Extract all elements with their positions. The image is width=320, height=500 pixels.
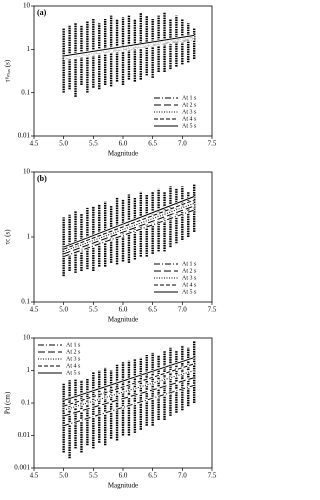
legend-label: At 5 s [66, 370, 81, 376]
y-tick-label: 1 [27, 45, 31, 53]
x-tick-label: 5.0 [59, 472, 68, 480]
regression-line [63, 377, 195, 417]
y-tick-label: 10 [23, 2, 31, 10]
x-axis-label: Magnitude [108, 482, 138, 490]
x-tick-label: 5.0 [59, 140, 68, 148]
x-tick-label: 7.0 [178, 472, 187, 480]
x-tick-label: 6.0 [119, 472, 128, 480]
x-tick-label: 6.5 [148, 140, 157, 148]
y-axis-label: τc (s) [4, 229, 12, 245]
y-tick-label: 10 [23, 334, 31, 342]
y-tick-label: 0.1 [21, 298, 30, 306]
y-tick-label: 0.1 [21, 88, 30, 96]
x-axis-label: Magnitude [108, 316, 138, 324]
y-tick-label: 0.1 [21, 399, 30, 407]
x-tick-label: 6.0 [119, 306, 128, 314]
panel: 4.5 5.0 5.5 6.0 6.5 7.0 7.5 0.001 0.01 0.1 1 10 Magn… [4, 334, 217, 490]
y-axis-label: Pd (cm) [4, 391, 12, 414]
y-tick-label: 0.01 [18, 431, 31, 439]
legend-label: At 3 s [182, 109, 197, 115]
x-tick-label: 7.0 [178, 306, 187, 314]
regression-line [63, 34, 195, 57]
panel: 4.5 5.0 5.5 6.0 6.5 7.0 7.5 0.01 0.1 1 10 Magnitude… [4, 2, 217, 158]
x-tick-label: 6.5 [148, 306, 157, 314]
legend-label: At 1 s [66, 342, 81, 348]
panel-label: (b) [37, 174, 47, 183]
legend-label: At 4 s [182, 116, 197, 122]
legend-label: At 4 s [66, 363, 81, 369]
x-tick-label: 5.0 [59, 306, 68, 314]
legend-label: At 2 s [182, 268, 197, 274]
regression-line [63, 370, 195, 411]
x-tick-label: 4.5 [30, 306, 39, 314]
x-axis-label: Magnitude [108, 150, 138, 158]
x-tick-label: 5.5 [89, 140, 98, 148]
x-tick-label: 7.5 [208, 306, 217, 314]
regression-line [63, 199, 195, 250]
x-tick-label: 4.5 [30, 472, 39, 480]
legend-label: At 2 s [66, 349, 81, 355]
legend-label: At 1 s [182, 261, 197, 267]
regression-line [63, 384, 195, 427]
panel-label: (a) [37, 8, 47, 17]
regression-line [63, 205, 195, 255]
x-tick-label: 6.5 [148, 472, 157, 480]
y-tick-label: 0.001 [14, 464, 30, 472]
legend-label: At 2 s [182, 102, 197, 108]
x-tick-label: 7.0 [178, 140, 187, 148]
x-tick-label: 4.5 [30, 140, 39, 148]
y-tick-label: 10 [23, 168, 31, 176]
legend-label: At 5 s [182, 123, 197, 129]
x-tick-label: 5.5 [89, 472, 98, 480]
legend-label: At 3 s [66, 356, 81, 362]
regression-line [63, 202, 195, 252]
x-tick-label: 7.5 [208, 472, 217, 480]
figure: 4.5 5.0 5.5 6.0 6.5 7.0 7.5 0.01 0.1 1 10 Magnitude… [4, 2, 217, 490]
y-tick-label: 1 [27, 366, 31, 374]
legend-label: At 3 s [182, 275, 197, 281]
x-tick-label: 6.0 [119, 140, 128, 148]
y-tick-label: 1 [27, 233, 31, 241]
y-tick-label: 0.01 [18, 132, 31, 140]
panel: 4.5 5.0 5.5 6.0 6.5 7.0 7.5 0.1 1 10 Magnitude τc (… [4, 168, 217, 324]
regression-line [63, 196, 195, 248]
x-tick-label: 7.5 [208, 140, 217, 148]
regression-line [63, 209, 195, 258]
legend-label: At 1 s [182, 95, 197, 101]
legend-label: At 4 s [182, 282, 197, 288]
regression-line [63, 357, 195, 401]
regression-line [63, 363, 195, 407]
y-axis-label: τᵖₘₐₓ (s) [4, 59, 12, 82]
legend-label: At 5 s [182, 289, 197, 295]
x-tick-label: 5.5 [89, 306, 98, 314]
